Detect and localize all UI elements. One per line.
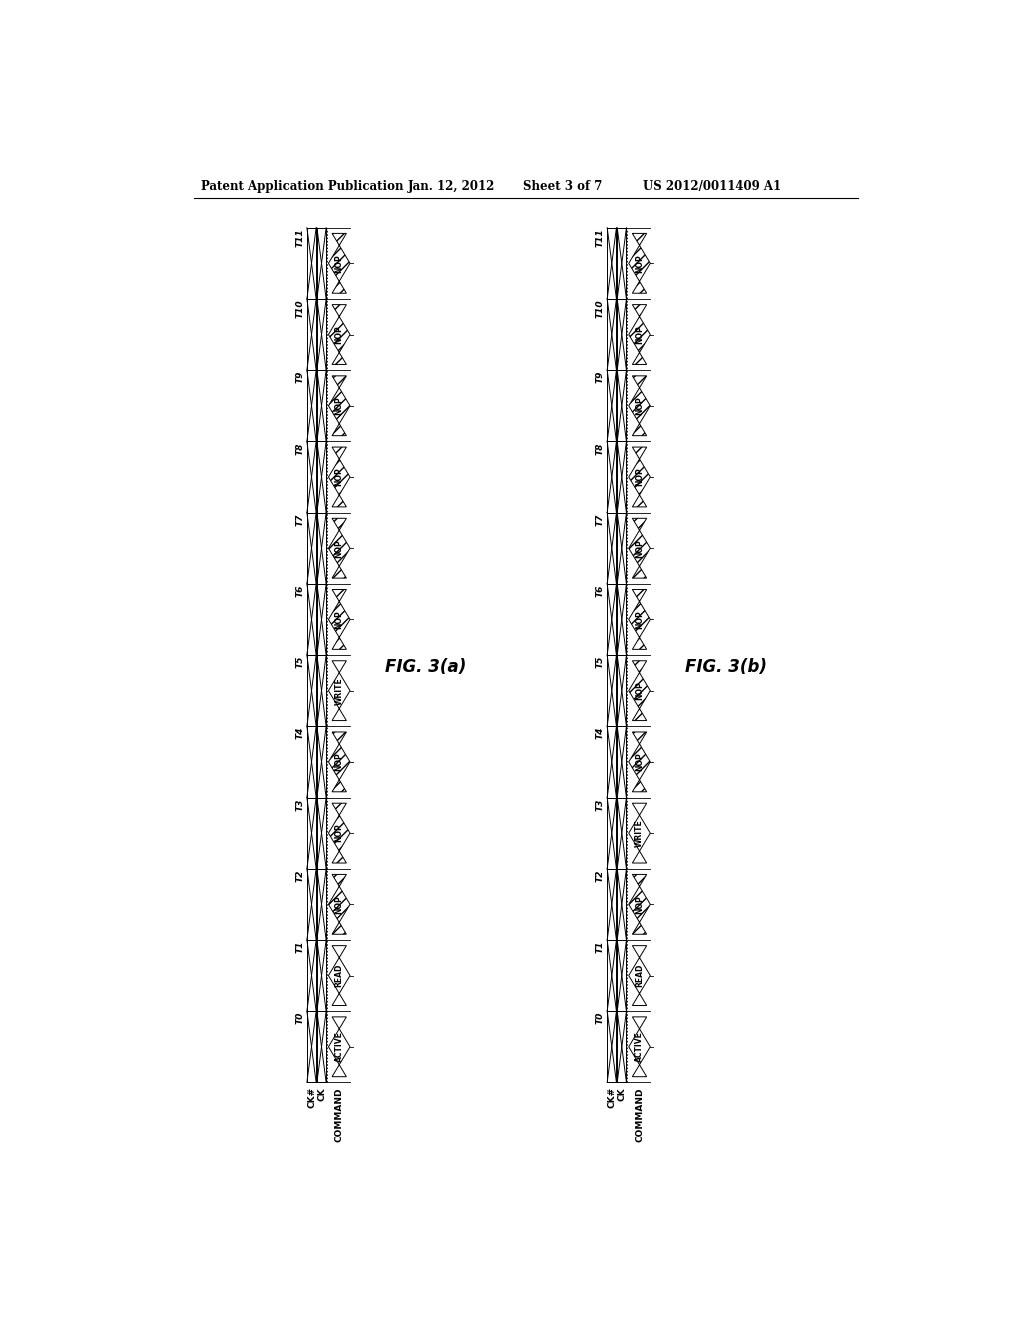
Text: WRITE: WRITE — [335, 677, 344, 705]
Polygon shape — [629, 1016, 650, 1077]
Text: CK#: CK# — [307, 1088, 316, 1109]
Text: WRITE: WRITE — [635, 820, 644, 847]
Text: NOP: NOP — [335, 253, 344, 273]
Text: NOP: NOP — [635, 681, 644, 700]
Text: CK: CK — [317, 1088, 326, 1101]
Text: NOP: NOP — [335, 824, 344, 842]
Text: T3: T3 — [296, 799, 304, 810]
Text: T1: T1 — [296, 941, 304, 953]
Text: T10: T10 — [596, 300, 605, 318]
Text: NOP: NOP — [635, 539, 644, 557]
Text: ACTIVE: ACTIVE — [335, 1031, 344, 1063]
Polygon shape — [629, 733, 650, 792]
Text: T1: T1 — [596, 941, 605, 953]
Text: NOP: NOP — [335, 539, 344, 557]
Text: T0: T0 — [296, 1012, 304, 1024]
Polygon shape — [629, 874, 650, 935]
Text: NOP: NOP — [335, 610, 344, 628]
Polygon shape — [629, 447, 650, 507]
Text: T5: T5 — [296, 656, 304, 668]
Text: T0: T0 — [596, 1012, 605, 1024]
Text: T9: T9 — [296, 371, 304, 383]
Polygon shape — [329, 661, 350, 721]
Text: Sheet 3 of 7: Sheet 3 of 7 — [523, 180, 603, 193]
Polygon shape — [629, 661, 650, 721]
Text: T4: T4 — [296, 727, 304, 739]
Text: NOP: NOP — [335, 895, 344, 913]
Polygon shape — [329, 1016, 350, 1077]
Text: READ: READ — [635, 964, 644, 987]
Text: NOP: NOP — [635, 396, 644, 414]
Text: READ: READ — [335, 964, 344, 987]
Polygon shape — [629, 305, 650, 364]
Text: ACTIVE: ACTIVE — [635, 1031, 644, 1063]
Polygon shape — [629, 376, 650, 436]
Text: NOP: NOP — [635, 467, 644, 486]
Text: T6: T6 — [296, 585, 304, 597]
Text: NOP: NOP — [635, 253, 644, 273]
Text: NOP: NOP — [635, 752, 644, 771]
Polygon shape — [329, 519, 350, 578]
Polygon shape — [329, 305, 350, 364]
Polygon shape — [629, 234, 650, 293]
Text: T2: T2 — [596, 870, 605, 882]
Text: NOP: NOP — [335, 396, 344, 414]
Text: T11: T11 — [296, 228, 304, 247]
Text: Patent Application Publication: Patent Application Publication — [202, 180, 403, 193]
Text: T4: T4 — [596, 727, 605, 739]
Polygon shape — [329, 874, 350, 935]
Polygon shape — [629, 519, 650, 578]
Text: CK#: CK# — [607, 1088, 616, 1109]
Text: NOP: NOP — [335, 752, 344, 771]
Text: T11: T11 — [596, 228, 605, 247]
Polygon shape — [329, 590, 350, 649]
Text: COMMAND: COMMAND — [635, 1088, 644, 1142]
Text: T6: T6 — [596, 585, 605, 597]
Text: T5: T5 — [596, 656, 605, 668]
Polygon shape — [329, 733, 350, 792]
Text: NOP: NOP — [335, 325, 344, 345]
Text: FIG. 3(a): FIG. 3(a) — [385, 657, 466, 676]
Text: NOP: NOP — [335, 467, 344, 486]
Text: T2: T2 — [296, 870, 304, 882]
Text: NOP: NOP — [635, 895, 644, 913]
Text: NOP: NOP — [635, 610, 644, 628]
Text: FIG. 3(b): FIG. 3(b) — [685, 657, 767, 676]
Text: CK: CK — [617, 1088, 627, 1101]
Text: Jan. 12, 2012: Jan. 12, 2012 — [408, 180, 496, 193]
Polygon shape — [329, 234, 350, 293]
Text: T7: T7 — [296, 513, 304, 525]
Polygon shape — [329, 447, 350, 507]
Text: T8: T8 — [296, 442, 304, 454]
Text: T10: T10 — [296, 300, 304, 318]
Text: T3: T3 — [596, 799, 605, 810]
Text: T8: T8 — [596, 442, 605, 454]
Text: T9: T9 — [596, 371, 605, 383]
Text: T7: T7 — [596, 513, 605, 525]
Text: NOP: NOP — [635, 325, 644, 345]
Polygon shape — [629, 590, 650, 649]
Polygon shape — [629, 803, 650, 863]
Polygon shape — [629, 945, 650, 1006]
Polygon shape — [329, 945, 350, 1006]
Polygon shape — [329, 376, 350, 436]
Text: COMMAND: COMMAND — [335, 1088, 344, 1142]
Text: US 2012/0011409 A1: US 2012/0011409 A1 — [643, 180, 780, 193]
Polygon shape — [329, 803, 350, 863]
